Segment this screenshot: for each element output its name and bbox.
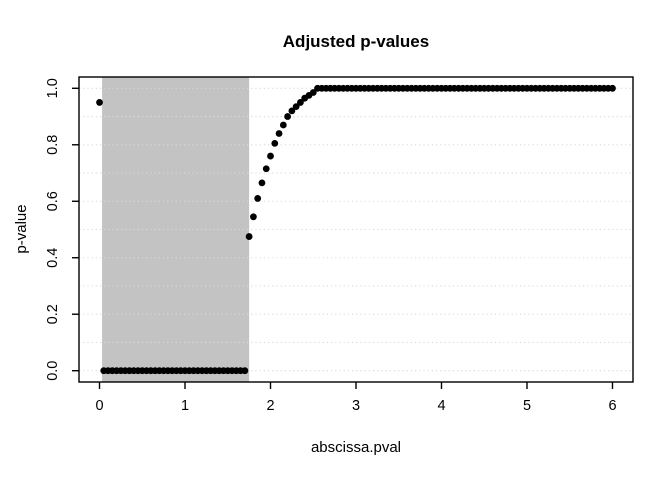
data-point: [292, 103, 300, 111]
y-tick-label: 1.0: [45, 78, 61, 98]
y-tick-label: 0.0: [45, 361, 61, 381]
y-tick-label: 0.8: [45, 135, 61, 155]
data-point: [297, 99, 304, 106]
data-point: [267, 152, 274, 160]
data-point: [279, 121, 287, 129]
x-tick-label: 2: [266, 398, 274, 414]
x-tick-label: 4: [437, 398, 445, 414]
data-point: [245, 233, 253, 240]
y-axis-title: p-value: [13, 204, 30, 253]
data-point: [309, 89, 317, 96]
chart-title: Adjusted p-values: [283, 32, 429, 51]
data-point: [262, 165, 270, 173]
data-point: [241, 367, 249, 375]
x-tick-label: 6: [608, 398, 616, 414]
y-tick-label: 0.6: [45, 191, 61, 211]
chart-layer: 0 1 2 3 4 5 6 0.0 0.2 0.4 0.6 0.8 1.0: [45, 76, 634, 414]
x-tick-label: 0: [95, 398, 103, 414]
data-point: [275, 130, 283, 137]
data-point: [96, 99, 103, 106]
x-tick-label: 1: [181, 398, 189, 414]
data-point: [254, 195, 262, 202]
y-tick-label: 0.2: [45, 304, 61, 324]
x-tick-label: 3: [352, 398, 360, 414]
y-tick-label: 0.4: [45, 248, 61, 268]
data-point: [284, 113, 292, 120]
data-point: [258, 179, 266, 187]
x-tick-label: 5: [523, 398, 531, 414]
data-point: [288, 107, 296, 115]
x-axis-title: abscissa.pval: [311, 439, 401, 456]
data-point: [271, 139, 279, 147]
data-point: [250, 213, 257, 221]
data-point: [609, 84, 616, 92]
